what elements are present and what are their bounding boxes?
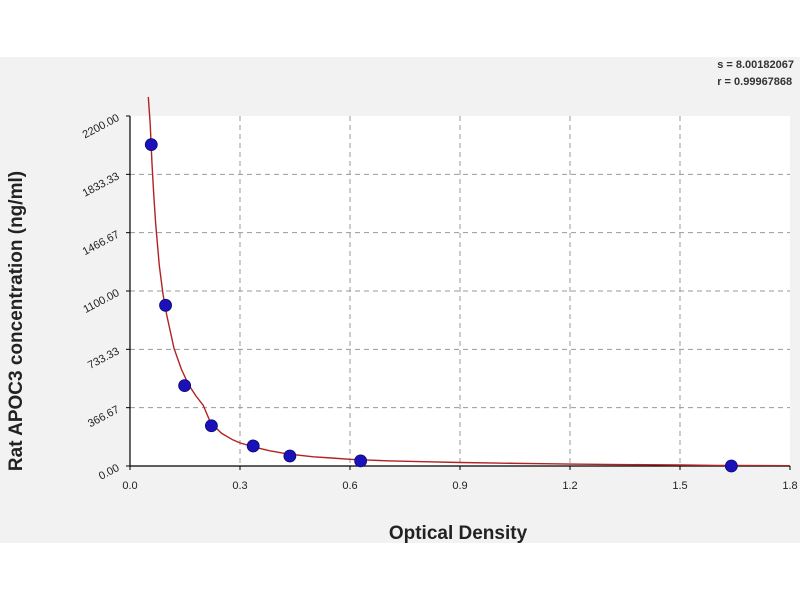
y-tick-label: 366.67: [86, 404, 121, 430]
y-tick-label: 1833.33: [81, 170, 122, 199]
y-tick-label: 1466.67: [81, 229, 122, 258]
x-tick-label: 0.6: [342, 480, 357, 492]
data-point: [178, 379, 192, 393]
data-point: [159, 298, 172, 312]
y-tick-label: 2200.00: [81, 112, 122, 141]
y-tick-label: 1100.00: [81, 287, 121, 316]
fit-curve-line: [147, 96, 790, 466]
y-tick-label: 0.00: [97, 462, 122, 483]
r-statistic: r = 0.99967868: [717, 76, 793, 88]
data-point: [283, 449, 297, 463]
x-tick-label: 0.9: [452, 480, 467, 492]
chart-figure: s = 8.00182067 r = 0.99967868 0.0 0.3 0.6 0…: [0, 57, 800, 543]
x-tick-label: 0.3: [232, 480, 247, 492]
s-statistic: s = 8.00182067: [717, 59, 794, 71]
x-axis-title: Optical Density: [389, 523, 528, 543]
data-point: [354, 454, 368, 468]
y-axis-title: Rat APOC3 concentration (ng/ml): [6, 171, 27, 471]
y-tick-label: 733.33: [86, 345, 121, 371]
data-point: [724, 459, 738, 473]
data-point: [246, 439, 260, 453]
x-tick-label: 1.8: [782, 480, 797, 492]
data-point: [204, 419, 218, 433]
x-tick-label: 1.5: [672, 480, 687, 492]
data-point: [144, 138, 158, 152]
fit-statistics: s = 8.00182067 r = 0.99967868: [717, 57, 794, 91]
x-tick-label: 1.2: [562, 480, 577, 492]
standard-curve-chart: 0.0 0.3 0.6 0.9 1.2 1.5 1.8 0.00 366.67 733.33 110…: [6, 96, 798, 543]
x-tick-label: 0.0: [122, 480, 137, 492]
